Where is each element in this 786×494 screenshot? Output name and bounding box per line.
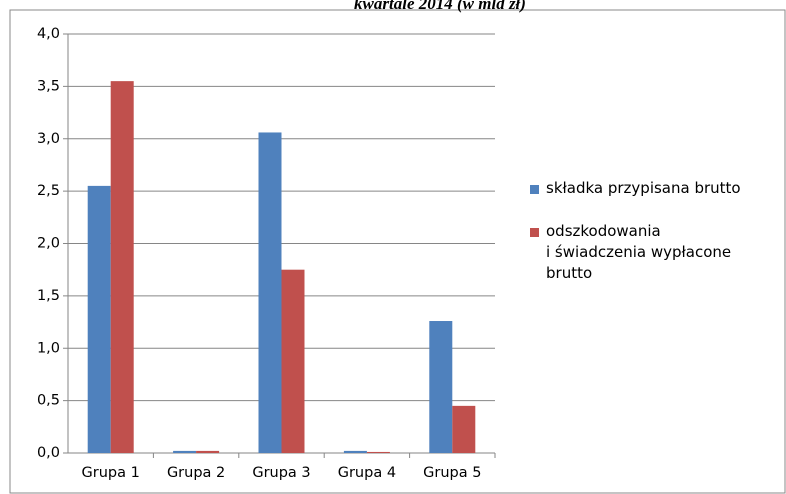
chart-frame (9, 9, 786, 494)
chart-title: kwartale 2014 (w mld zł) (354, 0, 526, 13)
bar (87, 185, 111, 453)
x-tick-label: Grupa 4 (338, 465, 396, 481)
bar (258, 132, 282, 453)
legend-label: składka przypisana brutto (546, 179, 741, 197)
legend-item: składka przypisana brutto (530, 178, 756, 199)
y-tick-label: 0,0 (37, 445, 60, 461)
bar (366, 451, 390, 453)
x-tick-label: Grupa 2 (167, 465, 225, 481)
legend-label: odszkodowania i świadczenia wypłacone br… (546, 222, 732, 282)
bar (173, 450, 197, 453)
x-tick-label: Grupa 5 (423, 465, 481, 481)
legend-item: odszkodowania i świadczenia wypłacone br… (530, 221, 756, 284)
bar (343, 450, 367, 453)
bar (110, 81, 134, 453)
y-tick-label: 4,0 (37, 26, 60, 42)
bar (429, 321, 453, 453)
bar (196, 450, 220, 453)
bar (452, 405, 476, 453)
y-tick-label: 3,0 (37, 131, 60, 147)
legend-swatch (530, 185, 539, 194)
x-tick-label: Grupa 1 (82, 465, 140, 481)
y-tick-label: 1,5 (37, 288, 60, 304)
y-tick-label: 3,5 (37, 78, 60, 94)
y-tick-label: 1,0 (37, 340, 60, 356)
y-tick-label: 2,5 (37, 183, 60, 199)
y-tick-label: 2,0 (37, 236, 60, 252)
x-tick-label: Grupa 3 (252, 465, 310, 481)
legend: składka przypisana brutto odszkodowania i… (530, 178, 770, 306)
y-tick-label: 0,5 (37, 393, 60, 409)
legend-swatch (530, 228, 539, 237)
bar (281, 269, 305, 453)
